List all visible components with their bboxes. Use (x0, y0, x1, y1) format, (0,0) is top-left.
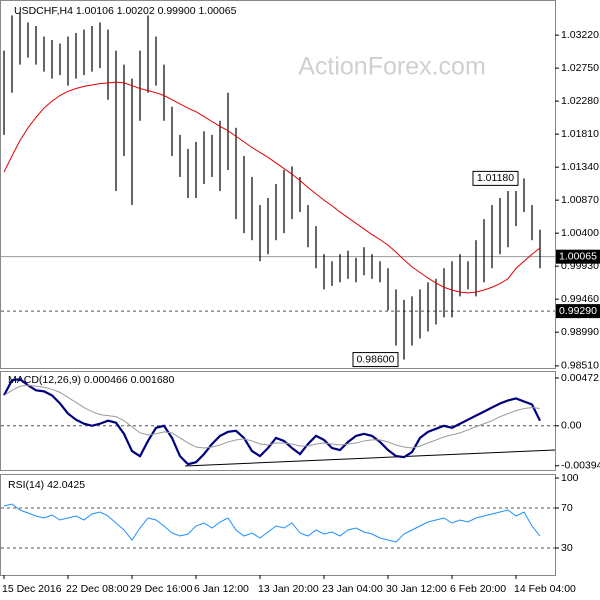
y-tick-label: 0.98510 (561, 360, 599, 372)
y-tick-label: 0.98990 (561, 326, 599, 338)
price-title: USDCHF,H4 1.00106 1.00202 0.99900 1.0006… (14, 5, 237, 17)
level-label: 0.99290 (559, 305, 597, 317)
annotation-label: 0.98600 (357, 353, 395, 365)
x-tick-label: 30 Jan 12:00 (386, 583, 447, 595)
indicator-line (3, 503, 541, 543)
y-tick-label: 1.01810 (561, 128, 599, 140)
y-tick-label: 1.00400 (561, 227, 599, 239)
y-tick-label: 0.00 (561, 420, 582, 432)
annotation-box (352, 352, 399, 368)
x-tick-label: 29 Dec 16:00 (130, 583, 193, 595)
moving-average (3, 81, 541, 294)
y-tick-label: 1.03220 (561, 29, 599, 41)
y-tick-label: 0.99460 (561, 293, 599, 305)
price-panel (0, 0, 556, 369)
level-label-box (556, 304, 600, 319)
y-tick-label: 100 (561, 472, 579, 484)
y-tick-label: 1.02280 (561, 95, 599, 107)
x-tick-label: 14 Feb 04:00 (514, 583, 576, 595)
x-tick-label: 15 Dec 2016 (2, 583, 62, 595)
x-tick-label: 23 Jan 04:00 (322, 583, 383, 595)
y-tick-label: 0.004721 (561, 372, 600, 384)
y-tick-label: 70 (561, 502, 573, 514)
y-tick-label: 30 (561, 542, 573, 554)
level-label-box (556, 249, 600, 264)
trend-line (184, 449, 556, 467)
x-tick-label: 6 Jan 12:00 (194, 583, 249, 595)
indicator-line (3, 384, 541, 449)
y-tick-label: 1.02750 (561, 62, 599, 74)
macd-panel (0, 371, 556, 471)
x-tick-label: 22 Dec 08:00 (66, 583, 129, 595)
level-label: 1.00065 (559, 250, 597, 262)
rsi-panel (0, 474, 556, 576)
y-tick-label: 1.00870 (561, 194, 599, 206)
x-tick-label: 13 Jan 20:00 (258, 583, 319, 595)
y-tick-label: 1.01340 (561, 161, 599, 173)
annotation-label: 1.01180 (477, 172, 514, 184)
macd-title: MACD(12,26,9) 0.000466 0.001680 (8, 374, 175, 386)
x-tick-label: 6 Feb 20:00 (450, 583, 506, 595)
watermark: ActionForex.com (298, 53, 486, 81)
rsi-title: RSI(14) 42.0425 (8, 479, 85, 491)
annotation-box (472, 170, 519, 186)
indicator-line (3, 378, 541, 466)
y-tick-label: -0.003949 (561, 460, 600, 472)
